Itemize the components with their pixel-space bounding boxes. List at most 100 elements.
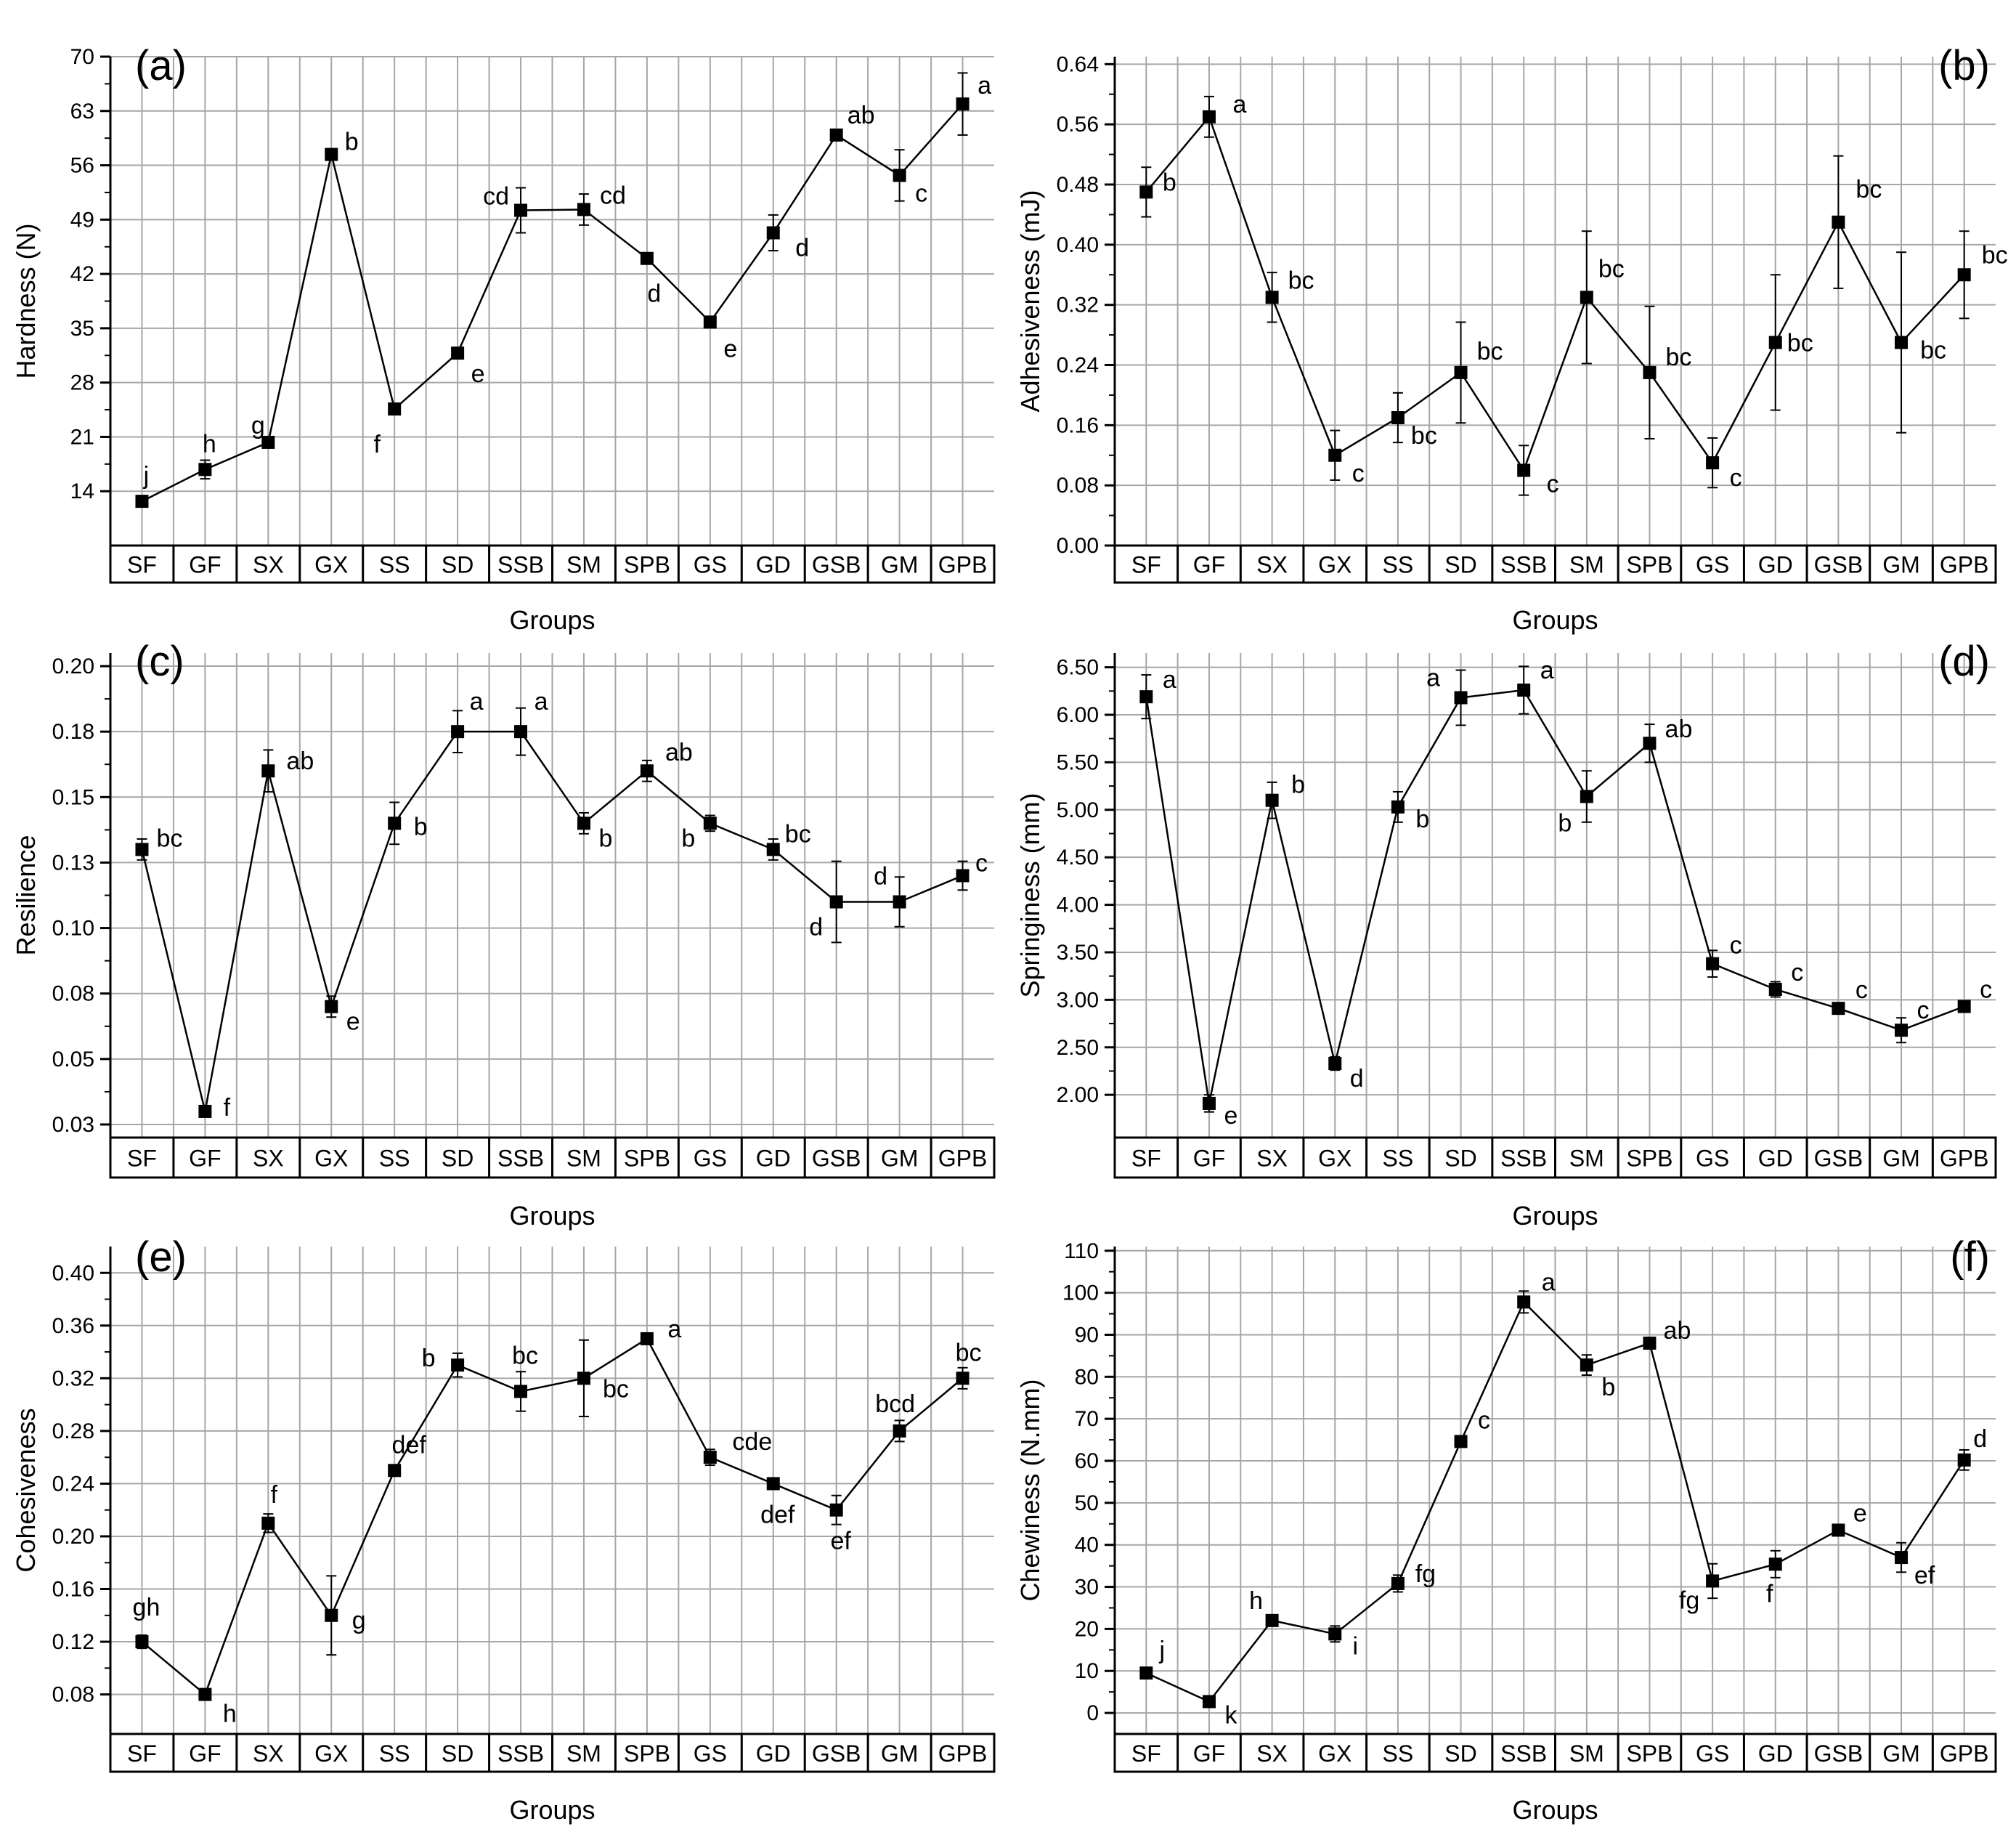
- panel-b-category-label: GM: [1882, 552, 1920, 578]
- panel-e-data-point: [893, 1424, 906, 1438]
- panel-e-category-label: SS: [379, 1740, 410, 1767]
- panel-a-label: (a): [135, 42, 187, 89]
- panel-d-data-point: [1768, 982, 1782, 996]
- panel-b-y-tick-label: 0.56: [1057, 113, 1099, 137]
- panel-c-data-point: [135, 843, 149, 856]
- panel-f-significance-label: ef: [1914, 1562, 1935, 1589]
- panel-a-data-point: [640, 251, 654, 265]
- panel-f-significance-label: b: [1601, 1374, 1615, 1401]
- panel-e-data-point: [261, 1516, 275, 1530]
- panel-c-data-point: [388, 816, 402, 830]
- panel-b-category-label: GSB: [1814, 552, 1863, 578]
- panel-f-y-tick-label: 20: [1075, 1617, 1099, 1641]
- panel-f-series-line: [1145, 1300, 1965, 1703]
- panel-b-data-point: [1895, 336, 1909, 349]
- panel-c-significance-label: ab: [286, 747, 314, 775]
- panel-b-data-point: [1768, 336, 1782, 349]
- panel-a-y-tick-label: 42: [70, 262, 94, 286]
- panel-d-category-label: SPB: [1626, 1146, 1672, 1172]
- panel-d-data-point: [1139, 690, 1153, 704]
- panel-d-data-point: [1265, 793, 1279, 807]
- panel-b-category-label: SS: [1383, 552, 1414, 578]
- panel-d-y-tick-label: 5.00: [1057, 798, 1099, 822]
- panel-d-category-label: GS: [1696, 1146, 1729, 1172]
- panel-f-y-tick-label: 40: [1075, 1533, 1099, 1557]
- panel-f-category-label: SD: [1444, 1740, 1476, 1767]
- panel-d-y-tick-label: 6.00: [1057, 703, 1099, 727]
- panel-d-significance-label: a: [1163, 666, 1176, 694]
- panel-e-category-label: GX: [314, 1740, 348, 1767]
- panel-f-significance-label: fg: [1679, 1586, 1699, 1614]
- panel-f-y-tick-label: 100: [1062, 1281, 1099, 1305]
- panel-b-data-point: [1957, 268, 1971, 282]
- panel-a-significance-label: g: [251, 412, 265, 439]
- panel-b-data-point: [1832, 215, 1845, 229]
- panel-b-significance-label: bc: [1411, 422, 1437, 450]
- panel-a-category-label: SS: [379, 552, 410, 578]
- panel-a-category-label: SF: [127, 552, 157, 578]
- panel-c-category-label: GX: [314, 1146, 348, 1172]
- panel-a-significance-label: e: [471, 360, 485, 388]
- panel-b-category-label: GPB: [1940, 552, 1989, 578]
- panel-a-data-point: [261, 435, 275, 449]
- panel-a-data-point: [388, 402, 402, 416]
- panel-e-data-point: [956, 1371, 970, 1385]
- panel-f-data-point: [1202, 1695, 1216, 1709]
- panel-c-significance-label: a: [470, 688, 484, 716]
- panel-e-significance-label: bc: [512, 1342, 538, 1369]
- panel-b-significance-label: bc: [1477, 338, 1503, 365]
- panel-e-significance-label: f: [271, 1481, 278, 1509]
- panel-c-category-label: SS: [379, 1146, 410, 1172]
- panel-d-data-point: [1328, 1056, 1342, 1070]
- panel-c-series-line: [141, 730, 964, 1112]
- panel-b-data-point: [1328, 448, 1342, 462]
- panel-d-y-tick-label: 4.00: [1057, 893, 1099, 917]
- panel-f-significance-label: d: [1973, 1425, 1987, 1453]
- panel-d-y-tick-label: 5.50: [1057, 750, 1099, 774]
- panel-b-category-label: SF: [1131, 552, 1161, 578]
- panel-a-y-tick-label: 14: [70, 479, 94, 503]
- panel-b-data-point: [1643, 365, 1657, 379]
- panel-a-y-tick-label: 63: [70, 100, 94, 123]
- panel-b-y-tick-label: 0.00: [1057, 534, 1099, 558]
- panel-e-category-label: SPB: [624, 1740, 670, 1767]
- panel-b-data-point: [1706, 456, 1720, 470]
- panel-c-y-tick-label: 0.05: [52, 1047, 94, 1071]
- panel-c-category-label: GM: [881, 1146, 919, 1172]
- panel-b-category-label: GD: [1758, 552, 1793, 578]
- panel-f-data-point: [1580, 1358, 1593, 1372]
- panel-e-data-point: [703, 1451, 717, 1464]
- panel-e-y-axis-title: Cohesiveness: [11, 1408, 41, 1572]
- panel-c-data-point: [514, 725, 528, 739]
- panel-e-category-label: GS: [694, 1740, 727, 1767]
- panel-c-significance-label: d: [809, 914, 823, 941]
- panel-c-data-point: [829, 895, 843, 909]
- panel-e-y-tick-label: 0.32: [52, 1366, 94, 1390]
- panel-d-significance-label: d: [1350, 1065, 1364, 1093]
- panel-f-data-point: [1768, 1557, 1782, 1571]
- panel-f-category-label: SF: [1131, 1740, 1161, 1767]
- panel-b-data-point: [1517, 463, 1531, 477]
- panel-e-data-point: [451, 1358, 465, 1372]
- panel-c-y-tick-label: 0.10: [52, 917, 94, 941]
- panel-d-y-tick-label: 3.00: [1057, 988, 1099, 1012]
- panel-f-data-point: [1957, 1453, 1971, 1467]
- panel-a-significance-label: f: [373, 431, 381, 458]
- panel-c-category-label: SSB: [497, 1146, 544, 1172]
- panel-f-significance-label: c: [1478, 1406, 1490, 1434]
- panel-e-category-label: SD: [442, 1740, 473, 1767]
- panel-f-category-label: GPB: [1940, 1740, 1989, 1767]
- panel-c-category-label: GF: [189, 1146, 221, 1172]
- panel-d-data-point: [1391, 800, 1405, 814]
- panel-f-significance-label: i: [1352, 1632, 1358, 1660]
- panel-a-category-label: GS: [694, 552, 727, 578]
- panel-b-label: (b): [1938, 42, 1990, 89]
- panel-f-category-label: SPB: [1626, 1740, 1672, 1767]
- panel-b-significance-label: bc: [1982, 241, 2008, 269]
- panel-a-data-point: [135, 495, 149, 508]
- panel-e-data-point: [577, 1371, 590, 1385]
- panel-b-data-point: [1580, 291, 1593, 304]
- panel-f-category-label: SM: [1569, 1740, 1604, 1767]
- panel-d-significance-label: e: [1224, 1102, 1238, 1130]
- panel-c-category-label: GD: [756, 1146, 791, 1172]
